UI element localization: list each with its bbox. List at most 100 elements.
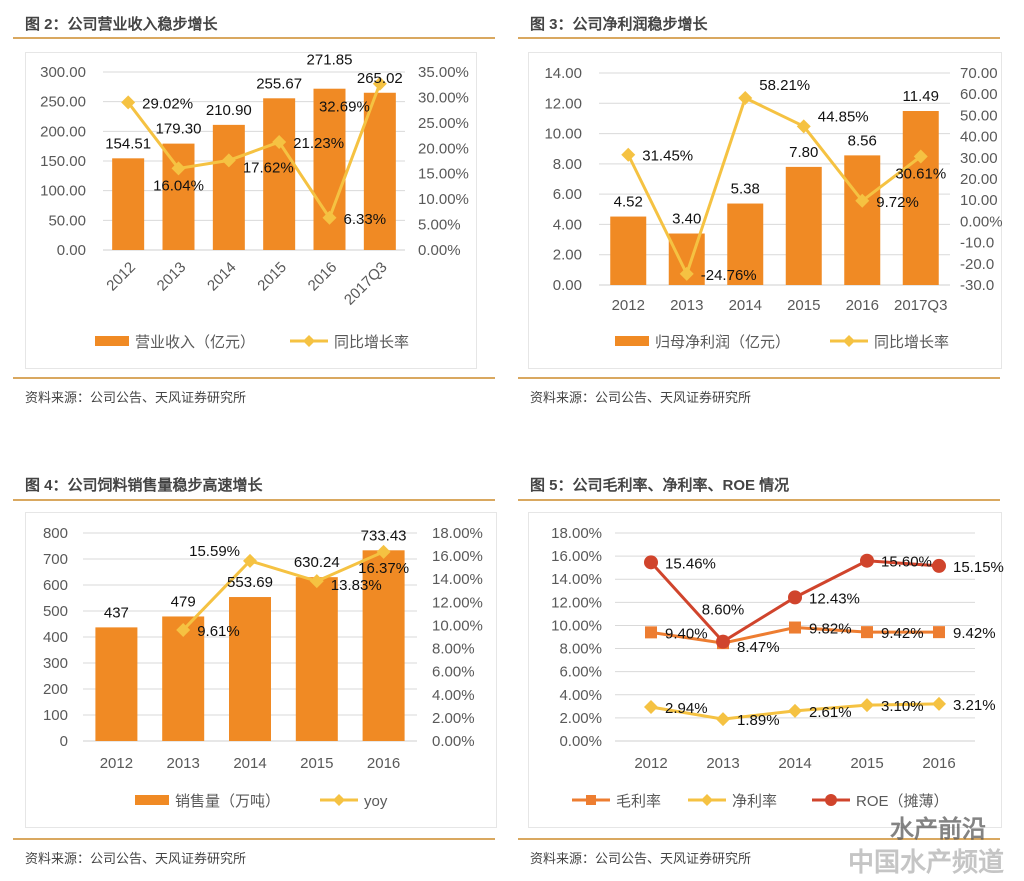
left-axis-tick-label: 14.00% [551, 571, 602, 588]
diamond-marker [796, 119, 811, 134]
bar [162, 616, 205, 741]
legend-label: 同比增长率 [874, 334, 949, 351]
left-axis-tick-label: 300.00 [40, 64, 86, 81]
left-axis-tick-label: 0.00 [57, 242, 86, 259]
line-data-label: 8.60% [702, 602, 745, 619]
bar-data-label: 154.51 [105, 135, 151, 152]
x-axis-tick-label: 2012 [103, 259, 139, 295]
line-data-label: 21.23% [293, 135, 344, 152]
left-axis-tick-label: 8.00 [553, 156, 582, 173]
x-axis-tick-label: 2013 [154, 259, 190, 295]
line-data-label: 30.61% [895, 166, 946, 183]
bar-data-label: 479 [171, 593, 196, 610]
diamond-marker [855, 193, 870, 208]
diamond-marker [333, 794, 345, 806]
diamond-marker [738, 90, 753, 105]
bar [212, 124, 245, 250]
source-note: 资料来源：公司公告、天风证券研究所 [25, 390, 247, 405]
top-rule [518, 37, 1000, 39]
circle-marker [788, 590, 802, 605]
bar-data-label: 630.24 [294, 554, 340, 571]
bar [610, 216, 647, 285]
line-data-label: 9.42% [953, 625, 996, 642]
bar-data-label: 11.49 [903, 88, 939, 105]
line-data-label: 2.61% [809, 704, 852, 721]
right-axis-tick-label: 15.00% [418, 166, 469, 183]
x-axis-tick-label: 2015 [254, 259, 290, 295]
legend-label: 净利率 [732, 793, 777, 810]
diamond-marker [860, 698, 874, 713]
bar [162, 143, 195, 250]
diamond-marker [121, 95, 136, 110]
diamond-marker [701, 794, 713, 806]
source-note: 资料来源：公司公告、天风证券研究所 [530, 390, 752, 405]
circle-marker [860, 553, 874, 568]
x-axis-tick-label: 2012 [612, 297, 645, 314]
bar-data-label: 7.80 [789, 144, 818, 161]
left-axis-tick-label: 500 [43, 603, 68, 620]
left-axis-tick-label: 14.00 [544, 65, 582, 82]
bar [785, 166, 822, 285]
x-axis-tick-label: 2013 [670, 297, 703, 314]
x-axis-tick-label: 2012 [100, 755, 133, 772]
bar-data-label: 4.52 [614, 194, 643, 211]
left-axis-tick-label: 400 [43, 629, 68, 646]
x-axis-tick-label: 2017Q3 [894, 297, 947, 314]
bar-data-label: 733.43 [361, 527, 407, 544]
diamond-marker [644, 700, 658, 715]
figure-2-title: 图 2：公司营业收入稳步增长 [25, 16, 218, 33]
x-axis-tick-label: 2013 [167, 755, 200, 772]
bar [727, 203, 764, 285]
x-axis-tick-label: 2012 [634, 755, 667, 772]
diamond-marker [913, 149, 928, 164]
diamond-marker [272, 135, 287, 150]
right-axis-tick-label: 0.00% [432, 733, 475, 750]
source-note: 资料来源：公司公告、天风证券研究所 [530, 851, 752, 866]
left-axis-tick-label: 200 [43, 681, 68, 698]
diamond-marker [309, 574, 324, 589]
left-axis-tick-label: 600 [43, 577, 68, 594]
right-axis-tick-label: 16.00% [432, 548, 483, 565]
circle-marker [644, 555, 658, 570]
circle-marker [932, 558, 946, 573]
bar-data-label: 3.40 [672, 211, 701, 228]
x-axis-tick-label: 2017Q3 [341, 259, 391, 309]
line-data-label: 6.33% [344, 211, 387, 228]
x-axis-tick-label: 2014 [778, 755, 811, 772]
figure-4-title: 图 4：公司饲料销售量稳步高速增长 [25, 477, 263, 494]
right-axis-tick-label: 8.00% [432, 641, 475, 658]
left-axis-tick-label: 16.00% [551, 548, 602, 565]
right-axis-tick-label: 60.00 [960, 86, 998, 103]
bar [295, 577, 338, 741]
left-axis-tick-label: 6.00% [559, 664, 602, 681]
right-axis-tick-label: -20.0 [960, 256, 994, 273]
left-axis-tick-label: 8.00% [559, 641, 602, 658]
line-data-label: 16.37% [358, 560, 409, 577]
bar-data-label: 8.56 [848, 132, 877, 149]
series-line [126, 83, 382, 222]
left-axis-tick-label: 0 [60, 733, 68, 750]
right-axis-tick-label: -30.0 [960, 277, 994, 294]
legend-label: 归母净利润（亿元） [655, 334, 790, 351]
bar [362, 550, 405, 741]
bottom-rule [13, 377, 495, 379]
legend-bar-swatch [95, 336, 129, 346]
series-line [626, 95, 922, 278]
legend-label: 毛利率 [616, 793, 661, 810]
line-data-label: 32.69% [319, 99, 370, 116]
top-rule [13, 37, 495, 39]
line-data-label: 8.47% [737, 639, 780, 656]
left-axis-tick-label: 10.00% [551, 617, 602, 634]
left-axis-tick-label: 0.00 [553, 277, 582, 294]
bar-data-label: 255.67 [256, 75, 302, 92]
bar-data-label: 437 [104, 604, 129, 621]
line-data-label: 15.60% [881, 554, 932, 571]
circle-marker [716, 634, 730, 649]
bar-data-label: 179.30 [156, 121, 202, 138]
top-rule [13, 499, 495, 501]
left-axis-tick-label: 0.00% [559, 733, 602, 750]
right-axis-tick-label: 40.00 [960, 129, 998, 146]
legend-label: 销售量（万吨） [175, 793, 280, 810]
line-data-label: 15.59% [189, 543, 240, 560]
x-axis-tick-label: 2016 [922, 755, 955, 772]
